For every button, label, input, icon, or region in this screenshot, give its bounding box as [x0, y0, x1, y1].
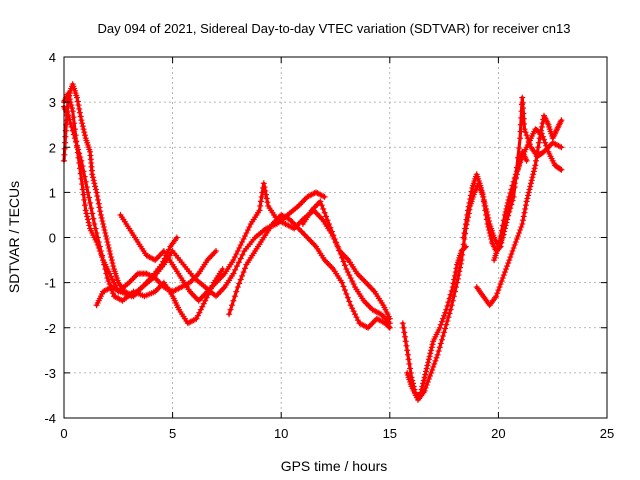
series-arc-7 — [299, 198, 393, 327]
y-tick-label: 3 — [49, 95, 56, 110]
x-tick-label: 10 — [274, 426, 288, 441]
y-tick-label: 4 — [49, 50, 56, 65]
chart-title: Day 094 of 2021, Sidereal Day-to-day VTE… — [97, 21, 570, 36]
y-tick-label: 1 — [49, 185, 56, 200]
series-arc-4 — [93, 189, 328, 309]
y-tick-label: -2 — [44, 321, 56, 336]
series-arc-3 — [61, 103, 226, 327]
series-arc-12 — [491, 126, 565, 264]
axis-ticks: 0 5 10 15 20 25 -4 -3 -2 -1 0 1 2 3 4 — [44, 50, 614, 441]
series-plus-markers — [473, 112, 565, 309]
series-arc-8 — [399, 243, 469, 399]
y-tick-label: 0 — [49, 231, 56, 246]
x-tick-label: 15 — [383, 426, 397, 441]
x-axis-label: GPS time / hours — [281, 458, 388, 474]
x-tick-label: 5 — [169, 426, 176, 441]
grid — [64, 57, 607, 418]
series-arc-6 — [226, 211, 393, 331]
series-plus-markers — [491, 126, 565, 264]
y-tick-label: -3 — [44, 366, 56, 381]
data-series — [61, 81, 565, 403]
x-tick-label: 20 — [491, 426, 505, 441]
y-axis-label: SDTVAR / TECUs — [6, 181, 22, 293]
series-arc-11 — [473, 112, 565, 309]
y-tick-label: -1 — [44, 276, 56, 291]
y-tick-label: -4 — [44, 411, 56, 426]
x-tick-label: 25 — [600, 426, 614, 441]
x-tick-label: 0 — [60, 426, 67, 441]
series-plus-markers — [299, 198, 393, 327]
series-plus-markers — [226, 211, 393, 331]
y-tick-label: 2 — [49, 140, 56, 155]
